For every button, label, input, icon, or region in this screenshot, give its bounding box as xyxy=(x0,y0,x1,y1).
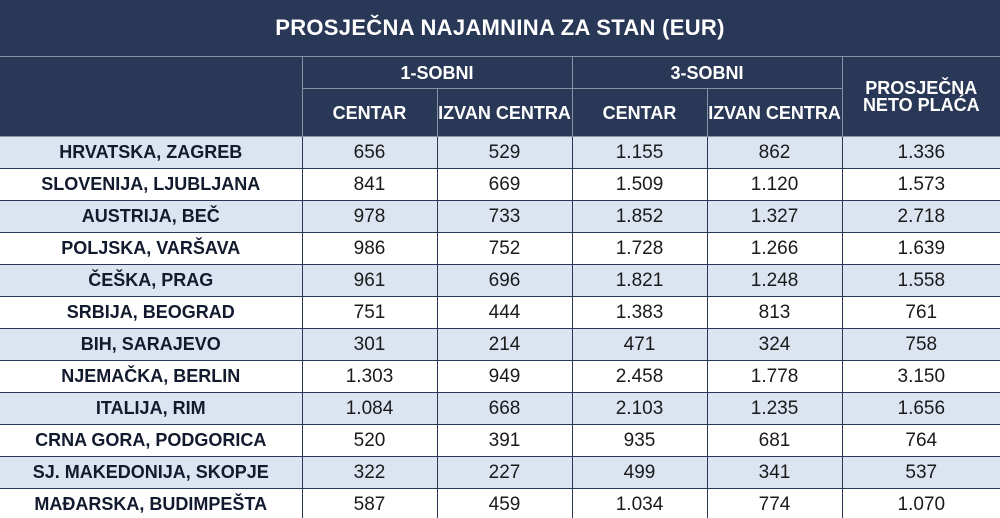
city-cell: CRNA GORA, PODGORICA xyxy=(0,424,303,457)
rent-1-room-center-cell: 961 xyxy=(301,264,438,297)
rent-3-room-center-cell: 935 xyxy=(571,424,708,457)
rent-3-room-center-cell: 1.821 xyxy=(571,264,708,297)
rent-3-room-center-cell: 471 xyxy=(571,328,708,361)
avg-salary-cell: 537 xyxy=(841,456,1000,489)
avg-salary-cell: 3.150 xyxy=(841,360,1000,393)
rent-3-room-outside-cell: 813 xyxy=(706,296,843,329)
rent-1-room-center-cell: 322 xyxy=(301,456,438,489)
rent-3-room-outside-cell: 324 xyxy=(706,328,843,361)
rent-3-room-outside-cell: 774 xyxy=(706,488,843,518)
page-title: PROSJEČNA NAJAMNINA ZA STAN (EUR) xyxy=(0,0,1000,56)
subheader-center-3: CENTAR xyxy=(571,88,708,137)
table-row: MAĐARSKA, BUDIMPEŠTA 587 459 1.034 774 1.070 xyxy=(0,488,1000,518)
rent-1-room-outside-cell: 669 xyxy=(436,168,573,201)
rent-1-room-center-cell: 587 xyxy=(301,488,438,518)
city-cell: BIH, SARAJEVO xyxy=(0,328,303,361)
rent-3-room-center-cell: 1.034 xyxy=(571,488,708,518)
rent-3-room-outside-cell: 1.327 xyxy=(706,200,843,233)
rent-3-room-center-cell: 1.852 xyxy=(571,200,708,233)
city-cell: AUSTRIJA, BEČ xyxy=(0,200,303,233)
avg-salary-header: PROSJEČNA NETO PLAĆA xyxy=(841,56,1000,137)
avg-salary-cell: 1.573 xyxy=(841,168,1000,201)
rent-1-room-outside-cell: 752 xyxy=(436,232,573,265)
rent-1-room-outside-cell: 444 xyxy=(436,296,573,329)
table-row: SRBIJA, BEOGRAD 751 444 1.383 813 761 xyxy=(0,296,1000,329)
table-row: ITALIJA, RIM 1.084 668 2.103 1.235 1.656 xyxy=(0,392,1000,425)
table-row: BIH, SARAJEVO 301 214 471 324 758 xyxy=(0,328,1000,361)
rent-3-room-outside-cell: 862 xyxy=(706,136,843,169)
city-cell: ČEŠKA, PRAG xyxy=(0,264,303,297)
rent-1-room-outside-cell: 227 xyxy=(436,456,573,489)
subheader-outside-center-3: IZVAN CENTRA xyxy=(706,88,843,137)
rent-3-room-center-cell: 1.155 xyxy=(571,136,708,169)
rent-3-room-outside-cell: 1.235 xyxy=(706,392,843,425)
rent-3-room-outside-cell: 681 xyxy=(706,424,843,457)
city-cell: MAĐARSKA, BUDIMPEŠTA xyxy=(0,488,303,518)
rent-1-room-center-cell: 841 xyxy=(301,168,438,201)
city-cell: NJEMAČKA, BERLIN xyxy=(0,360,303,393)
rent-3-room-center-cell: 1.383 xyxy=(571,296,708,329)
table-row: SJ. MAKEDONIJA, SKOPJE 322 227 499 341 537 xyxy=(0,456,1000,489)
rent-1-room-center-cell: 301 xyxy=(301,328,438,361)
group-header-3-room: 3-SOBNI xyxy=(571,56,843,89)
avg-salary-cell: 758 xyxy=(841,328,1000,361)
rent-3-room-center-cell: 499 xyxy=(571,456,708,489)
city-cell: SRBIJA, BEOGRAD xyxy=(0,296,303,329)
table-row: AUSTRIJA, BEČ 978 733 1.852 1.327 2.718 xyxy=(0,200,1000,233)
table-row: ČEŠKA, PRAG 961 696 1.821 1.248 1.558 xyxy=(0,264,1000,297)
city-cell: ITALIJA, RIM xyxy=(0,392,303,425)
rent-1-room-outside-cell: 949 xyxy=(436,360,573,393)
rent-1-room-center-cell: 978 xyxy=(301,200,438,233)
avg-salary-cell: 2.718 xyxy=(841,200,1000,233)
rent-1-room-center-cell: 1.303 xyxy=(301,360,438,393)
rent-1-room-center-cell: 751 xyxy=(301,296,438,329)
table-row: HRVATSKA, ZAGREB 656 529 1.155 862 1.336 xyxy=(0,136,1000,169)
rent-3-room-outside-cell: 1.248 xyxy=(706,264,843,297)
rent-3-room-center-cell: 1.728 xyxy=(571,232,708,265)
rent-1-room-center-cell: 1.084 xyxy=(301,392,438,425)
rent-1-room-center-cell: 520 xyxy=(301,424,438,457)
subheader-outside-center-1: IZVAN CENTRA xyxy=(436,88,573,137)
rent-3-room-outside-cell: 341 xyxy=(706,456,843,489)
city-column-header xyxy=(0,56,303,137)
rent-1-room-outside-cell: 696 xyxy=(436,264,573,297)
rent-table: 1-SOBNI 3-SOBNI PROSJEČNA NETO PLAĆA CEN… xyxy=(0,56,1000,518)
avg-salary-cell: 1.558 xyxy=(841,264,1000,297)
avg-salary-cell: 1.070 xyxy=(841,488,1000,518)
avg-salary-cell: 1.639 xyxy=(841,232,1000,265)
avg-salary-cell: 1.336 xyxy=(841,136,1000,169)
avg-salary-cell: 761 xyxy=(841,296,1000,329)
rent-3-room-outside-cell: 1.778 xyxy=(706,360,843,393)
rent-3-room-center-cell: 1.509 xyxy=(571,168,708,201)
rent-1-room-center-cell: 986 xyxy=(301,232,438,265)
rent-3-room-outside-cell: 1.120 xyxy=(706,168,843,201)
rent-3-room-center-cell: 2.458 xyxy=(571,360,708,393)
rent-1-room-center-cell: 656 xyxy=(301,136,438,169)
rent-3-room-center-cell: 2.103 xyxy=(571,392,708,425)
group-header-1-room: 1-SOBNI xyxy=(301,56,573,89)
table-row: SLOVENIJA, LJUBLJANA 841 669 1.509 1.120 1.57… xyxy=(0,168,1000,201)
city-cell: SLOVENIJA, LJUBLJANA xyxy=(0,168,303,201)
rent-1-room-outside-cell: 391 xyxy=(436,424,573,457)
rent-1-room-outside-cell: 214 xyxy=(436,328,573,361)
table-row: NJEMAČKA, BERLIN 1.303 949 2.458 1.778 3.150 xyxy=(0,360,1000,393)
rent-1-room-outside-cell: 668 xyxy=(436,392,573,425)
table-row: CRNA GORA, PODGORICA 520 391 935 681 764 xyxy=(0,424,1000,457)
rent-1-room-outside-cell: 529 xyxy=(436,136,573,169)
city-cell: HRVATSKA, ZAGREB xyxy=(0,136,303,169)
rent-1-room-outside-cell: 459 xyxy=(436,488,573,518)
city-cell: SJ. MAKEDONIJA, SKOPJE xyxy=(0,456,303,489)
table-row: POLJSKA, VARŠAVA 986 752 1.728 1.266 1.639 xyxy=(0,232,1000,265)
rent-1-room-outside-cell: 733 xyxy=(436,200,573,233)
city-cell: POLJSKA, VARŠAVA xyxy=(0,232,303,265)
subheader-center-1: CENTAR xyxy=(301,88,438,137)
rent-3-room-outside-cell: 1.266 xyxy=(706,232,843,265)
avg-salary-cell: 1.656 xyxy=(841,392,1000,425)
table-body: HRVATSKA, ZAGREB 656 529 1.155 862 1.336 SLOVE… xyxy=(0,136,1000,518)
avg-salary-cell: 764 xyxy=(841,424,1000,457)
